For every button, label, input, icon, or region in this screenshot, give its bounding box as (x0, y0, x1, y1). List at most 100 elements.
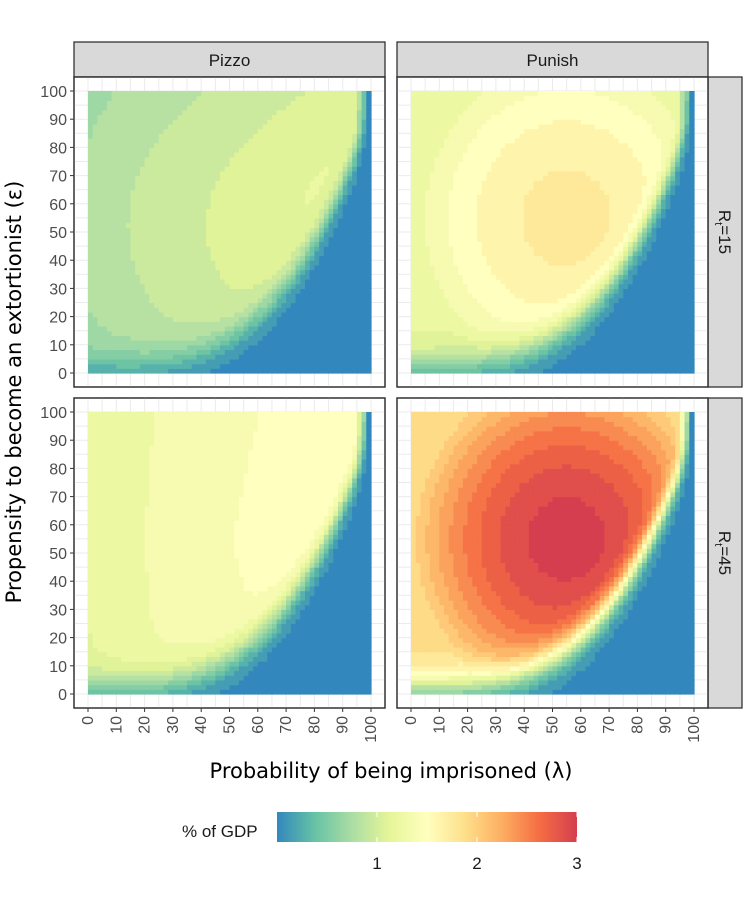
contour-cell (290, 123, 297, 130)
contour-cell (439, 363, 445, 369)
contour-cell (130, 109, 136, 116)
contour-cell (196, 203, 202, 210)
contour-cell (319, 128, 325, 134)
contour-cell (495, 161, 502, 167)
contour-cell (243, 269, 249, 275)
contour-cell (102, 105, 108, 111)
contour-cell (337, 246, 344, 252)
contour-cell (323, 213, 330, 219)
contour-cell (88, 142, 94, 148)
contour-cell (286, 180, 292, 186)
contour-cell (149, 213, 155, 219)
contour-cell (495, 114, 502, 120)
contour-cell (448, 293, 455, 299)
contour-cell (220, 119, 226, 125)
contour-cell (333, 302, 339, 308)
contour-cell (510, 255, 516, 261)
contour-cell (139, 279, 146, 285)
contour-cell (505, 175, 511, 181)
contour-cell (191, 363, 198, 369)
contour-cell (429, 279, 436, 285)
contour-cell (472, 293, 478, 299)
contour-cell (253, 236, 259, 242)
contour-cell (286, 166, 292, 172)
contour-cell (163, 283, 169, 289)
contour-cell (295, 227, 301, 233)
contour-cell (257, 133, 264, 139)
contour-cell (314, 241, 320, 247)
contour-cell (158, 269, 165, 275)
contour-cell (309, 340, 315, 346)
contour-cell (182, 119, 188, 125)
contour-cell (361, 311, 367, 318)
contour-cell (328, 241, 334, 247)
contour-cell (477, 279, 483, 285)
contour-cell (271, 95, 278, 101)
contour-cell (168, 95, 174, 101)
contour-cell (121, 340, 127, 346)
contour-cell (177, 307, 183, 313)
contour-cell (366, 264, 372, 271)
contour-cell (281, 128, 287, 134)
contour-cell (248, 321, 254, 327)
contour-cell (319, 175, 325, 181)
contour-cell (248, 203, 254, 210)
contour-cell (210, 260, 216, 266)
contour-cell (154, 203, 160, 210)
contour-cell (415, 138, 422, 144)
contour-cell (168, 363, 174, 369)
contour-cell (467, 255, 473, 261)
contour-cell (248, 119, 254, 125)
contour-cell (271, 185, 278, 191)
contour-cell (481, 307, 488, 313)
contour-cell (472, 161, 478, 167)
contour-cell (500, 358, 506, 365)
contour-cell (314, 255, 320, 261)
contour-cell (182, 152, 188, 158)
contour-cell (319, 335, 325, 341)
contour-cell (205, 161, 212, 167)
contour-cell (505, 368, 511, 374)
contour-cell (191, 241, 198, 247)
contour-cell (262, 147, 268, 153)
contour-cell (439, 321, 445, 327)
contour-cell (205, 264, 212, 271)
contour-cell (472, 307, 478, 313)
contour-cell (262, 199, 268, 205)
contour-cell (323, 138, 330, 144)
contour-cell (172, 203, 179, 210)
contour-cell (215, 199, 221, 205)
contour-cell (439, 354, 445, 360)
contour-cell (411, 227, 417, 233)
contour-cell (420, 232, 426, 238)
contour-cell (434, 175, 440, 181)
contour-cell (116, 175, 122, 181)
contour-cell (262, 123, 268, 130)
contour-cell (481, 236, 488, 242)
contour-cell (111, 326, 117, 332)
contour-cell (121, 349, 127, 355)
contour-cell (182, 109, 188, 116)
contour-cell (434, 170, 440, 177)
contour-cell (323, 236, 330, 242)
contour-cell (243, 232, 249, 238)
contour-cell (467, 194, 473, 200)
contour-cell (295, 368, 301, 374)
contour-cell (187, 302, 193, 308)
contour-cell (314, 354, 320, 360)
contour-cell (415, 316, 422, 322)
contour-cell (472, 274, 478, 280)
contour-cell (304, 344, 311, 351)
contour-cell (276, 368, 282, 374)
contour-cell (163, 255, 169, 261)
contour-cell (290, 109, 297, 116)
contour-cell (352, 358, 358, 365)
contour-cell (121, 316, 127, 322)
contour-cell (196, 311, 202, 318)
contour-cell (281, 232, 287, 238)
contour-cell (243, 288, 249, 294)
contour-cell (144, 368, 150, 374)
contour-cell (182, 283, 188, 289)
contour-cell (191, 175, 198, 181)
contour-cell (135, 189, 141, 195)
